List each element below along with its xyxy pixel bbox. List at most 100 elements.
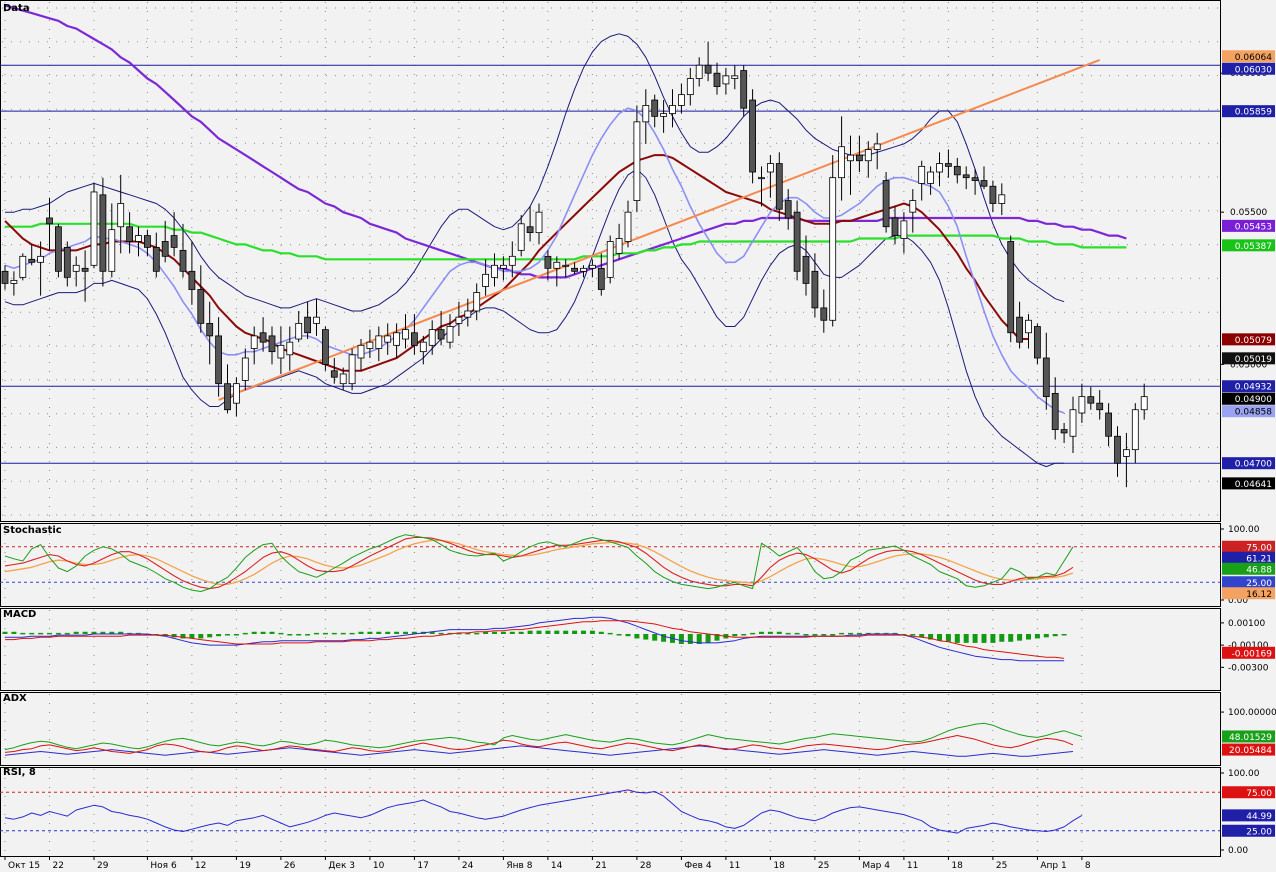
candle[interactable] <box>731 65 739 90</box>
candle[interactable] <box>615 223 623 260</box>
candle[interactable] <box>313 298 320 336</box>
candle[interactable] <box>900 212 908 254</box>
candle[interactable] <box>1007 235 1015 343</box>
candle[interactable] <box>63 241 71 287</box>
candle[interactable] <box>936 152 943 187</box>
candle[interactable] <box>838 116 845 201</box>
candle[interactable] <box>19 253 27 281</box>
candle[interactable] <box>241 348 249 391</box>
candle[interactable] <box>55 223 62 278</box>
candle[interactable] <box>695 57 703 87</box>
candle[interactable] <box>1069 396 1077 454</box>
candle[interactable] <box>250 326 258 365</box>
candle[interactable] <box>517 215 525 257</box>
candle[interactable] <box>206 301 214 365</box>
candle[interactable] <box>606 235 614 284</box>
candle[interactable] <box>357 339 365 371</box>
candle[interactable] <box>188 241 196 305</box>
candle[interactable] <box>1051 377 1059 440</box>
candle[interactable] <box>758 166 765 207</box>
stochastic-panel[interactable] <box>0 534 1220 592</box>
trendline[interactable] <box>218 59 1101 401</box>
candle[interactable] <box>446 314 454 349</box>
candle[interactable] <box>526 206 534 242</box>
candle[interactable] <box>820 289 828 333</box>
candle[interactable] <box>1105 403 1112 447</box>
candle[interactable] <box>704 41 712 82</box>
candle[interactable] <box>437 310 445 346</box>
candle[interactable] <box>72 256 80 287</box>
candle[interactable] <box>678 83 685 114</box>
candle[interactable] <box>28 244 36 266</box>
candle[interactable] <box>767 155 774 198</box>
candle[interactable] <box>499 256 507 281</box>
candle[interactable] <box>1123 432 1130 488</box>
candle[interactable] <box>224 364 231 414</box>
candle[interactable] <box>117 174 125 254</box>
candle[interactable] <box>304 301 312 340</box>
candle[interactable] <box>686 67 694 106</box>
candle[interactable] <box>1096 390 1104 420</box>
candle[interactable] <box>1078 383 1086 423</box>
candle[interactable] <box>740 65 748 117</box>
candle[interactable] <box>1016 301 1023 349</box>
candle[interactable] <box>455 301 463 336</box>
candle[interactable] <box>749 89 756 184</box>
candle[interactable] <box>829 155 837 327</box>
candle[interactable] <box>562 259 570 278</box>
candle[interactable] <box>945 149 952 178</box>
candle[interactable] <box>419 335 427 365</box>
candle[interactable] <box>170 212 178 257</box>
candle[interactable] <box>152 232 160 278</box>
candle[interactable] <box>1042 332 1050 410</box>
candle[interactable] <box>232 377 240 417</box>
candle[interactable] <box>37 241 44 296</box>
candle[interactable] <box>402 314 409 349</box>
candle[interactable] <box>784 189 792 230</box>
candle[interactable] <box>259 317 267 352</box>
candle[interactable] <box>108 203 116 278</box>
candle[interactable] <box>589 259 596 278</box>
candle[interactable] <box>669 89 676 128</box>
candle[interactable] <box>277 326 285 374</box>
candle[interactable] <box>989 180 997 213</box>
candle[interactable] <box>998 183 1006 216</box>
candle[interactable] <box>197 265 205 333</box>
candle[interactable] <box>473 283 481 321</box>
candle[interactable] <box>161 220 169 263</box>
candle[interactable] <box>651 94 659 128</box>
candle[interactable] <box>882 172 890 233</box>
candle[interactable] <box>384 323 392 355</box>
candle[interactable] <box>713 62 721 95</box>
candle[interactable] <box>633 105 641 213</box>
candle[interactable] <box>811 253 819 318</box>
candle[interactable] <box>962 166 970 190</box>
candle[interactable] <box>348 348 356 391</box>
candle[interactable] <box>953 157 961 184</box>
candle[interactable] <box>1114 426 1121 477</box>
candle[interactable] <box>143 229 151 257</box>
candle[interactable] <box>660 100 667 133</box>
candle[interactable] <box>909 189 917 233</box>
candle[interactable] <box>597 253 605 296</box>
candle[interactable] <box>580 265 587 278</box>
candle[interactable] <box>856 135 863 173</box>
candle[interactable] <box>802 235 810 296</box>
candle[interactable] <box>179 223 187 278</box>
candle[interactable] <box>321 326 329 371</box>
candle[interactable] <box>268 326 276 365</box>
candle[interactable] <box>375 326 383 362</box>
candle[interactable] <box>286 326 294 371</box>
candle[interactable] <box>135 226 142 257</box>
candle[interactable] <box>793 200 801 281</box>
candle[interactable] <box>927 166 934 195</box>
candle[interactable] <box>847 135 854 195</box>
macd-panel[interactable] <box>2 616 1067 662</box>
candle[interactable] <box>81 250 89 302</box>
candle[interactable] <box>624 200 632 248</box>
candle[interactable] <box>464 298 472 327</box>
candle[interactable] <box>508 241 516 278</box>
candle[interactable] <box>775 152 783 221</box>
adx-panel[interactable] <box>4 722 1083 757</box>
candle[interactable] <box>891 206 899 245</box>
